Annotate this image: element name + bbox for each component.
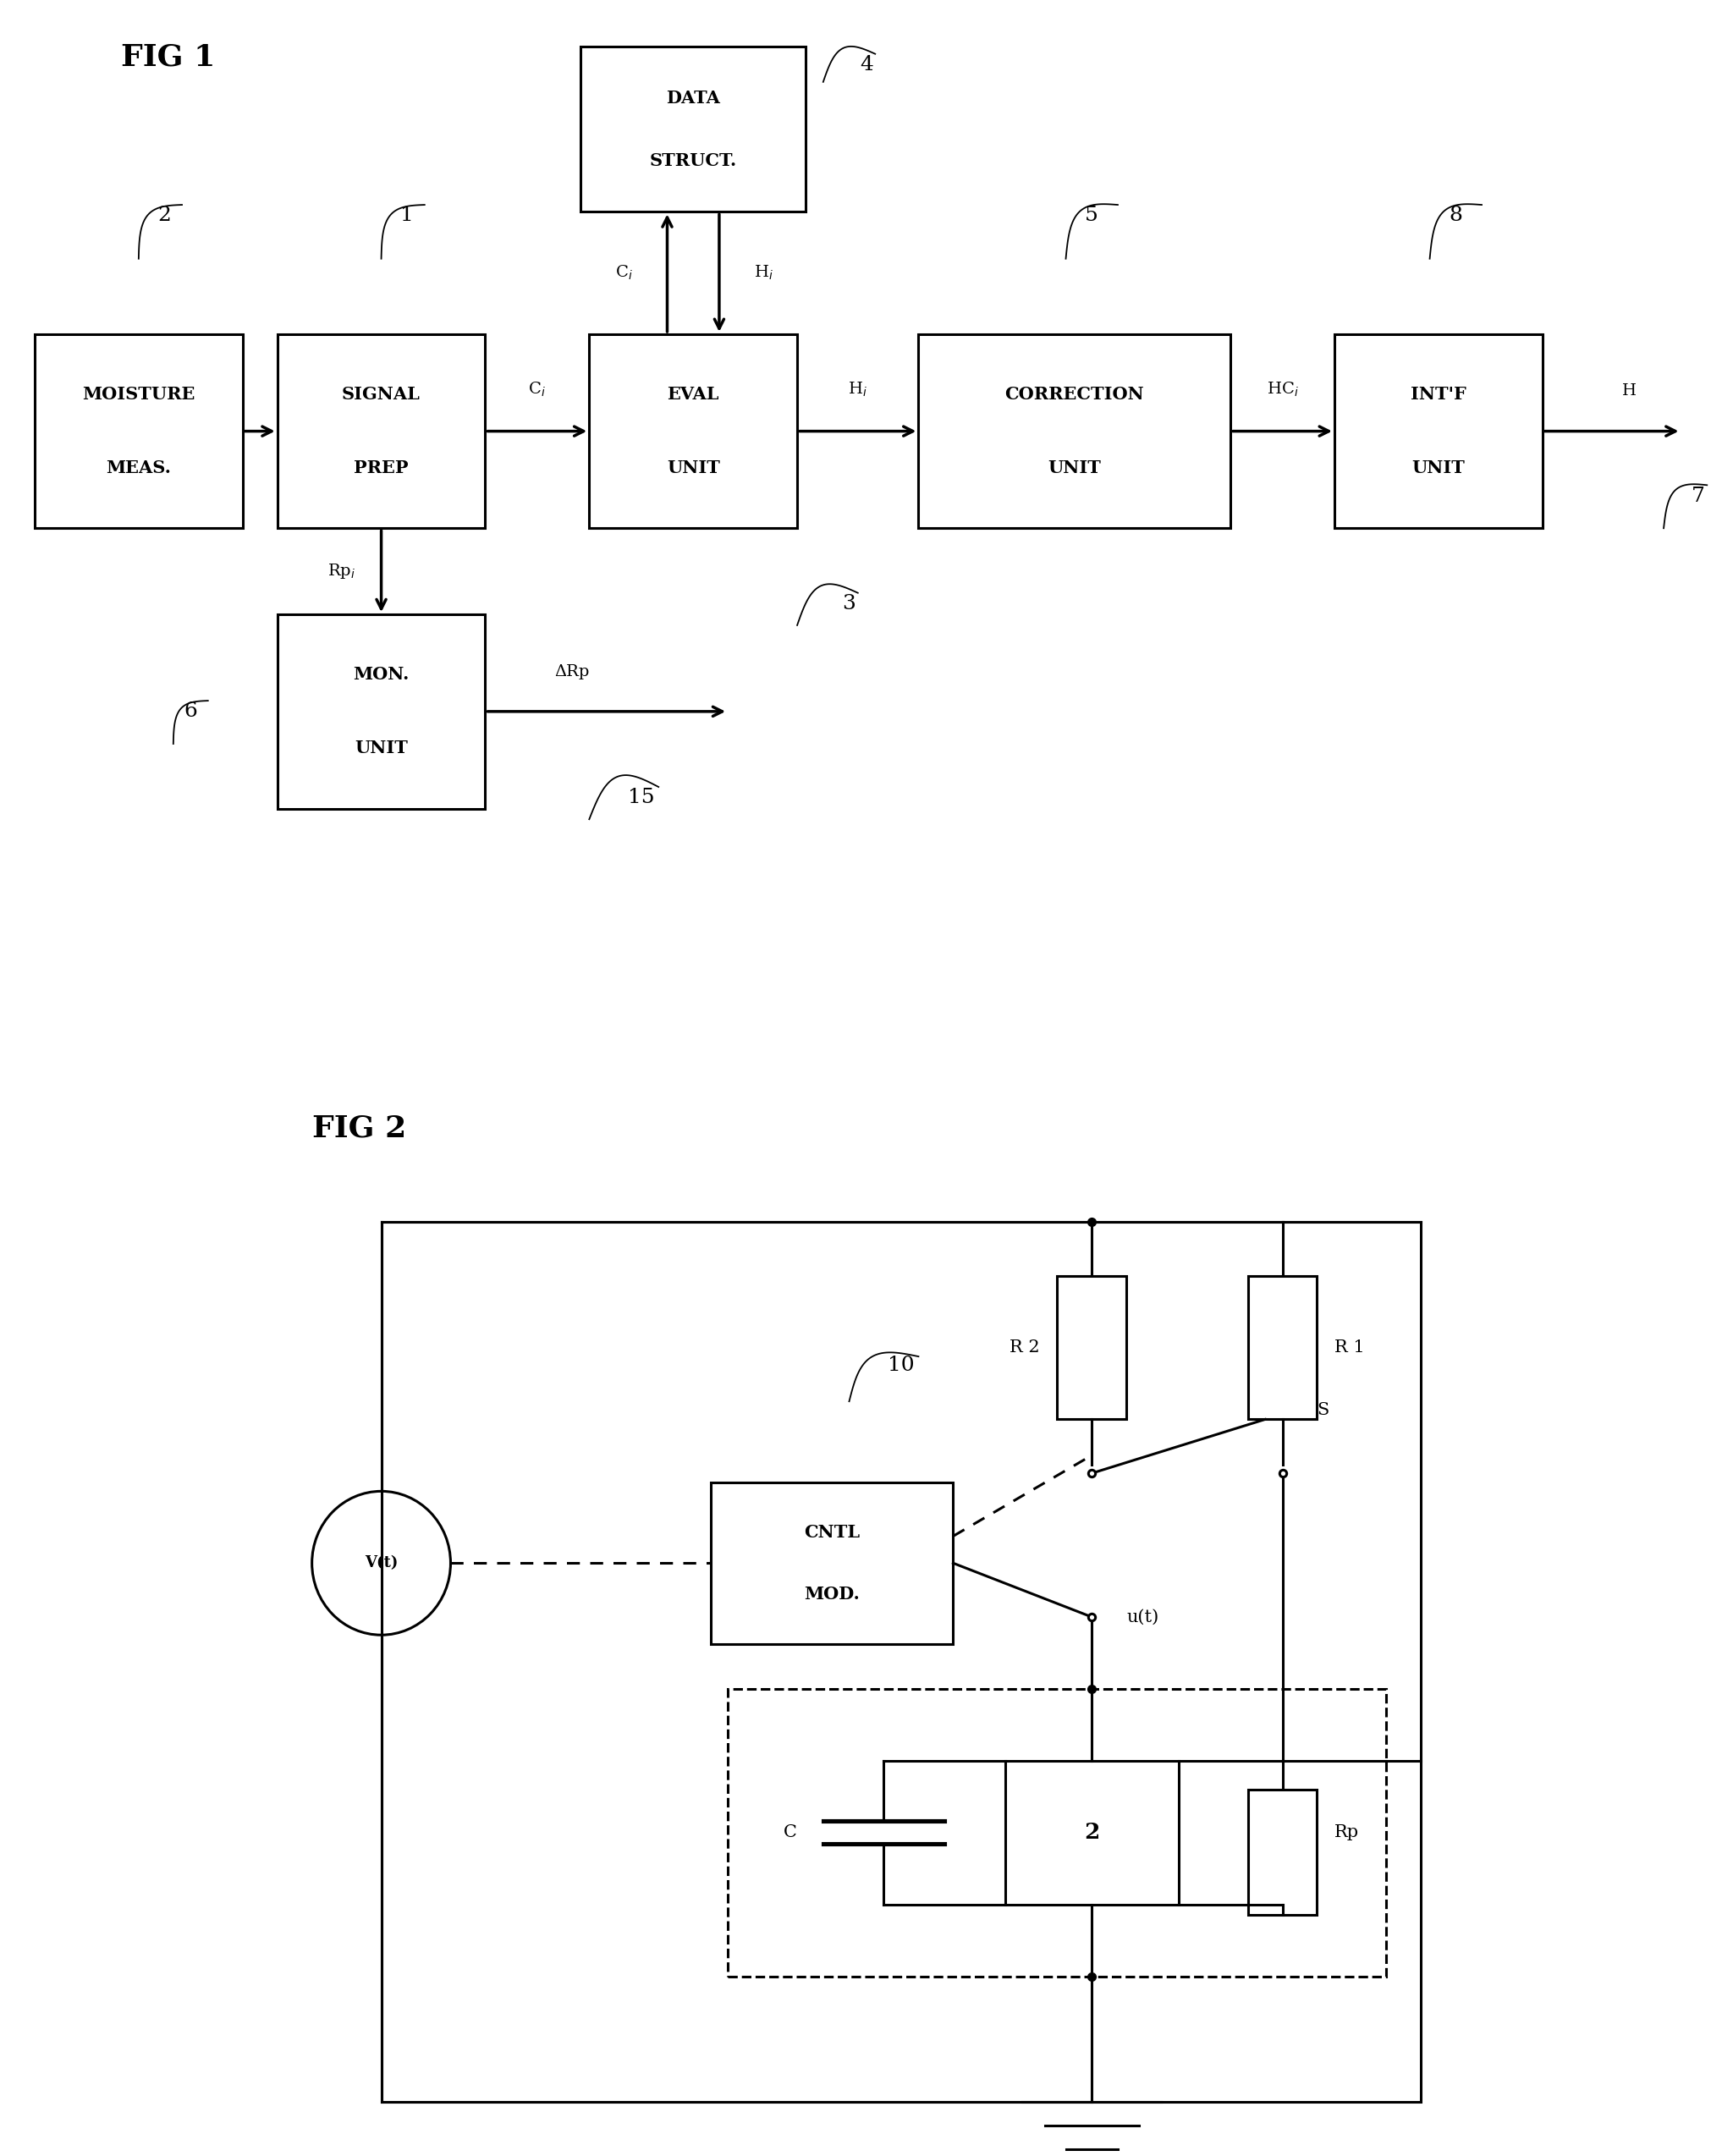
Bar [277,614,485,808]
Text: MOD.: MOD. [804,1585,860,1602]
Text: C$_i$: C$_i$ [615,263,633,282]
Text: R 1: R 1 [1334,1339,1364,1356]
Text: EVAL: EVAL [667,386,719,403]
Text: 2: 2 [158,205,172,226]
Text: S: S [1317,1401,1329,1419]
Text: R 2: R 2 [1010,1339,1040,1356]
Text: SIGNAL: SIGNAL [341,386,421,403]
Text: H$_i$: H$_i$ [847,382,868,399]
Bar [711,1483,953,1643]
Text: UNIT: UNIT [667,459,719,476]
Bar [35,334,243,528]
Bar [277,334,485,528]
Text: INT'F: INT'F [1411,386,1466,403]
Bar [1005,1761,1178,1904]
Text: PREP: PREP [354,459,409,476]
Bar [589,334,797,528]
Text: MOISTURE: MOISTURE [81,386,196,403]
Bar [918,334,1230,528]
Bar [1248,1789,1317,1915]
Bar [728,1688,1386,1977]
Text: MON.: MON. [354,666,409,683]
Text: H: H [1622,384,1636,399]
Bar [381,1222,1421,2102]
Text: C: C [783,1824,797,1841]
Text: 7: 7 [1691,485,1705,507]
Text: 5: 5 [1085,205,1099,226]
Text: FIG 2: FIG 2 [312,1115,406,1143]
Text: ΔRp: ΔRp [555,664,589,679]
Text: UNIT: UNIT [355,740,407,757]
Text: 6: 6 [184,701,198,722]
Text: CNTL: CNTL [804,1524,860,1542]
Text: UNIT: UNIT [1048,459,1100,476]
Bar [1057,1276,1126,1419]
Text: 1: 1 [400,205,414,226]
Text: CORRECTION: CORRECTION [1005,386,1144,403]
Bar [1248,1276,1317,1419]
Text: u(t): u(t) [1126,1608,1159,1626]
Text: DATA: DATA [665,91,721,106]
Text: 3: 3 [842,593,856,614]
Text: 4: 4 [860,54,873,75]
Text: FIG 1: FIG 1 [121,43,215,71]
Text: 10: 10 [887,1356,915,1376]
Text: V(t): V(t) [364,1554,399,1572]
Text: 15: 15 [627,787,655,808]
Text: STRUCT.: STRUCT. [650,153,737,168]
Text: MEAS.: MEAS. [106,459,172,476]
Text: 8: 8 [1449,205,1463,226]
Text: HC$_i$: HC$_i$ [1267,382,1298,399]
Text: 2: 2 [1085,1822,1099,1843]
Text: H$_i$: H$_i$ [754,263,773,282]
Text: Rp$_i$: Rp$_i$ [328,563,355,580]
Text: Rp: Rp [1334,1824,1359,1841]
Text: UNIT: UNIT [1412,459,1464,476]
Bar [1334,334,1542,528]
Bar [581,47,806,211]
Text: C$_i$: C$_i$ [529,382,546,399]
